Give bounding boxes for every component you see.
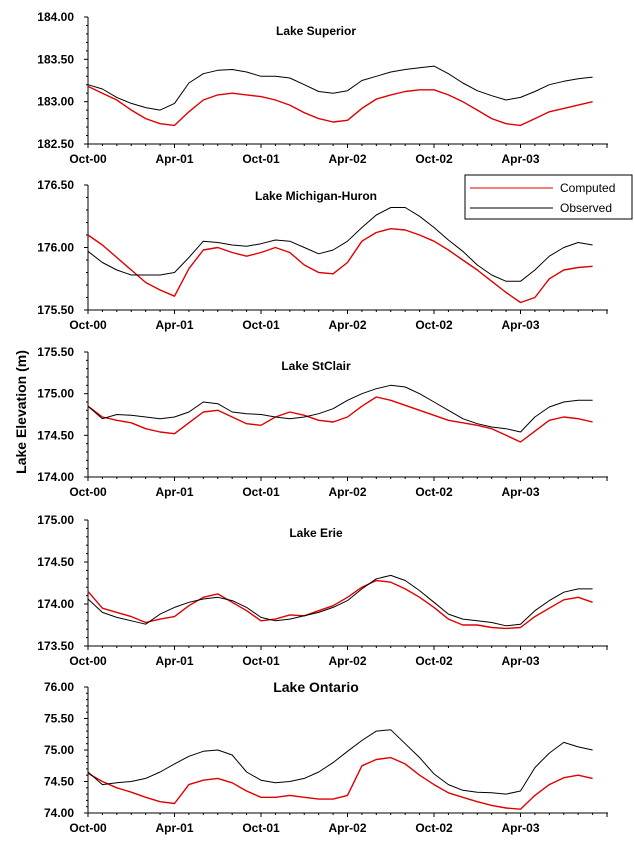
x-tick-label: Apr-02: [328, 318, 366, 332]
y-tick-label: 183.00: [37, 95, 74, 109]
legend: Computed Observed: [464, 174, 633, 220]
y-tick-label: 174.00: [37, 470, 74, 484]
y-tick-label: 175.00: [37, 387, 74, 401]
panel-1: 182.50 183.00 183.50 184.00 Oct-00 Apr-01 Oct-…: [37, 10, 608, 166]
x-tick-label: Apr-01: [155, 654, 193, 668]
x-tick-label: Oct-02: [415, 485, 453, 499]
series-line-computed: [87, 756, 593, 810]
x-tick-label: Apr-01: [155, 821, 193, 835]
legend-computed-label: Computed: [560, 181, 615, 195]
x-tick-label: Apr-03: [501, 821, 539, 835]
y-tick-label: 182.50: [37, 137, 74, 151]
y-tick-label: 176.00: [37, 241, 74, 255]
y-tick-label: 175.50: [37, 345, 74, 359]
x-tick-label: Oct-00: [69, 821, 107, 835]
x-tick-label: Apr-03: [501, 485, 539, 499]
y-tick-label: 176.50: [37, 178, 74, 192]
x-tick-label: Oct-01: [242, 152, 280, 166]
y-tick-label: 173.50: [37, 639, 74, 653]
x-tick-label: Apr-03: [501, 318, 539, 332]
x-tick-label: Apr-01: [155, 152, 193, 166]
x-tick-label: Oct-02: [415, 821, 453, 835]
x-tick-label: Oct-01: [242, 821, 280, 835]
panel-title: Lake Michigan-Huron: [255, 189, 377, 203]
x-tick-label: Oct-01: [242, 654, 280, 668]
y-tick-label: 76.00: [44, 680, 74, 694]
y-tick-label: 174.50: [37, 428, 74, 442]
series-line-observed: [87, 207, 593, 282]
panel-title: Lake StClair: [281, 359, 351, 373]
panel-3: 174.00 174.50 175.00 175.50 Oct-00 Apr-01 Oct-…: [37, 345, 608, 499]
series-line-observed: [87, 729, 593, 795]
x-tick-label: Oct-02: [415, 654, 453, 668]
series-line-computed: [87, 579, 593, 630]
panel-title: Lake Superior: [276, 24, 356, 38]
y-axis-label: Lake Elevation (m): [13, 350, 29, 474]
y-tick-label: 184.00: [37, 10, 74, 24]
x-tick-label: Oct-00: [69, 318, 107, 332]
panel-5: 74.00 74.50 75.00 75.50 76.00 Oct-00 Apr-01 Oct…: [44, 679, 608, 835]
y-tick-label: 175.00: [37, 513, 74, 527]
x-tick-label: Apr-02: [328, 821, 366, 835]
series-line-computed: [87, 227, 593, 304]
x-tick-label: Apr-01: [155, 318, 193, 332]
x-tick-label: Apr-01: [155, 485, 193, 499]
panel-title: Lake Erie: [289, 526, 343, 540]
x-tick-label: Oct-00: [69, 654, 107, 668]
series-line-observed: [87, 574, 593, 627]
x-tick-label: Oct-01: [242, 485, 280, 499]
series-line-computed: [87, 396, 593, 443]
x-tick-label: Oct-00: [69, 152, 107, 166]
x-tick-label: Apr-02: [328, 152, 366, 166]
x-tick-label: Apr-03: [501, 152, 539, 166]
y-tick-label: 175.50: [37, 303, 74, 317]
y-tick-label: 74.50: [44, 775, 74, 789]
legend-box: [464, 174, 633, 220]
series-line-observed: [87, 65, 593, 111]
y-tick-label: 75.00: [44, 743, 74, 757]
y-tick-label: 174.50: [37, 555, 74, 569]
y-tick-label: 174.00: [37, 597, 74, 611]
panel-2: 175.50 176.00 176.50 Oct-00 Apr-01 Oct-01 Apr-…: [37, 178, 608, 332]
y-tick-label: 183.50: [37, 52, 74, 66]
x-tick-label: Apr-02: [328, 485, 366, 499]
x-tick-label: Oct-01: [242, 318, 280, 332]
series-line-computed: [87, 85, 593, 127]
panels: 182.50 183.00 183.50 184.00 Oct-00 Apr-01 Oct-…: [37, 10, 608, 835]
x-tick-label: Oct-00: [69, 485, 107, 499]
x-tick-label: Apr-02: [328, 654, 366, 668]
x-tick-label: Apr-03: [501, 654, 539, 668]
legend-observed-label: Observed: [560, 201, 612, 215]
x-tick-label: Oct-02: [415, 152, 453, 166]
y-tick-label: 75.50: [44, 712, 74, 726]
x-tick-label: Oct-02: [415, 318, 453, 332]
panel-4: 173.50 174.00 174.50 175.00 Oct-00 Apr-01 Oct-…: [37, 513, 608, 668]
series-line-observed: [87, 384, 593, 433]
y-tick-label: 74.00: [44, 806, 74, 820]
panel-title: Lake Ontario: [273, 679, 359, 695]
